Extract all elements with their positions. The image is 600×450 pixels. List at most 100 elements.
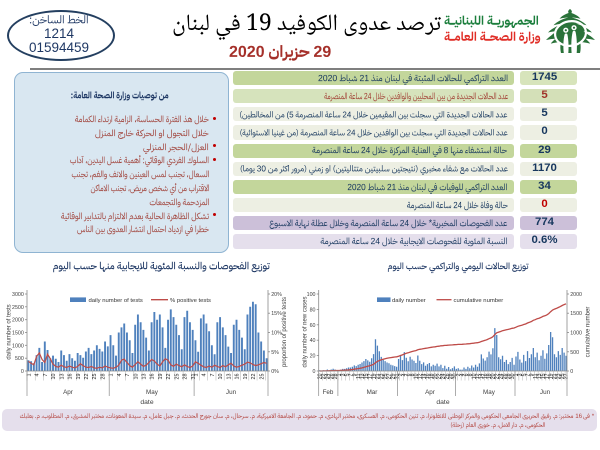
svg-text:3: 3: [341, 373, 347, 376]
svg-text:7: 7: [348, 373, 354, 376]
svg-text:5%: 5%: [271, 350, 279, 356]
svg-text:500: 500: [570, 350, 579, 356]
svg-text:proportion of positive tests: proportion of positive tests: [282, 297, 288, 367]
svg-text:22: 22: [494, 373, 500, 379]
svg-text:17: 17: [367, 373, 373, 379]
svg-text:16: 16: [235, 374, 241, 380]
svg-text:Jun: Jun: [540, 389, 551, 396]
svg-text:11: 11: [533, 373, 539, 378]
svg-text:26: 26: [502, 373, 508, 379]
svg-text:22: 22: [321, 373, 327, 379]
svg-text:19: 19: [76, 374, 82, 380]
svg-text:13: 13: [142, 374, 148, 380]
svg-text:16: 16: [68, 374, 74, 380]
svg-text:5: 5: [344, 373, 350, 376]
svg-text:80: 80: [310, 307, 316, 313]
svg-text:8: 8: [410, 373, 416, 376]
svg-text:40: 40: [310, 338, 316, 344]
svg-text:13: 13: [226, 374, 232, 380]
svg-text:19: 19: [371, 373, 377, 379]
svg-text:28: 28: [506, 373, 512, 379]
svg-text:daily number of tests: daily number of tests: [7, 304, 13, 359]
svg-text:8: 8: [468, 373, 474, 376]
svg-text:16: 16: [483, 373, 489, 379]
svg-text:13: 13: [360, 373, 366, 379]
svg-text:2500: 2500: [12, 305, 24, 311]
svg-text:18: 18: [487, 373, 493, 379]
svg-text:6: 6: [406, 373, 412, 376]
svg-text:10: 10: [471, 373, 477, 379]
svg-text:13: 13: [59, 374, 65, 380]
svg-text:7: 7: [525, 373, 531, 376]
svg-text:100: 100: [307, 292, 316, 298]
svg-text:2: 2: [456, 373, 462, 376]
svg-text:2000: 2000: [570, 292, 582, 298]
svg-text:25: 25: [383, 373, 389, 379]
svg-text:0%: 0%: [271, 369, 279, 375]
svg-text:25: 25: [92, 374, 98, 380]
svg-text:30: 30: [510, 373, 516, 379]
svg-text:Apr: Apr: [63, 389, 73, 396]
svg-text:Feb: Feb: [323, 389, 334, 396]
svg-text:28: 28: [100, 374, 106, 380]
svg-text:15: 15: [364, 373, 370, 379]
svg-text:daily number of tests: daily number of tests: [89, 298, 143, 304]
svg-text:500: 500: [15, 356, 24, 362]
svg-text:7: 7: [210, 374, 216, 377]
svg-text:16: 16: [150, 374, 156, 380]
svg-text:0: 0: [21, 369, 24, 375]
svg-text:27: 27: [387, 373, 393, 379]
svg-text:22: 22: [84, 374, 90, 380]
svg-text:10: 10: [51, 374, 57, 380]
svg-text:28: 28: [183, 374, 189, 380]
svg-text:20: 20: [433, 373, 439, 379]
svg-text:4: 4: [402, 373, 408, 376]
svg-text:20%: 20%: [271, 292, 282, 298]
svg-text:26: 26: [444, 373, 450, 379]
svg-text:12: 12: [475, 373, 481, 379]
svg-text:19: 19: [548, 373, 554, 379]
svg-text:60: 60: [310, 323, 316, 329]
svg-text:12: 12: [418, 373, 424, 379]
svg-text:10: 10: [414, 373, 420, 379]
svg-text:24: 24: [325, 373, 331, 379]
svg-text:19: 19: [158, 374, 164, 380]
svg-text:28: 28: [333, 373, 339, 379]
svg-text:16: 16: [425, 373, 431, 379]
svg-text:4: 4: [460, 373, 466, 376]
svg-text:21: 21: [375, 373, 381, 379]
svg-text:22: 22: [251, 374, 257, 380]
svg-text:1: 1: [337, 373, 343, 376]
svg-text:0: 0: [313, 369, 316, 375]
svg-text:daily number of new cases: daily number of new cases: [303, 296, 309, 367]
svg-text:Jun: Jun: [226, 389, 237, 396]
svg-text:3000: 3000: [12, 292, 24, 298]
svg-text:22: 22: [437, 373, 443, 379]
svg-text:19: 19: [243, 374, 249, 380]
svg-text:24: 24: [498, 373, 504, 379]
svg-text:date: date: [436, 399, 449, 406]
svg-text:25: 25: [560, 373, 566, 379]
svg-text:24: 24: [441, 373, 447, 379]
svg-text:1500: 1500: [12, 331, 24, 337]
svg-text:May: May: [483, 389, 496, 396]
svg-text:25: 25: [259, 374, 265, 380]
svg-text:25: 25: [174, 374, 180, 380]
svg-text:7: 7: [43, 374, 49, 377]
svg-text:Apr: Apr: [425, 389, 435, 396]
svg-text:1: 1: [514, 373, 520, 376]
svg-text:13: 13: [537, 373, 543, 379]
svg-text:10: 10: [133, 374, 139, 380]
svg-text:10%: 10%: [271, 331, 282, 337]
svg-text:20: 20: [491, 373, 497, 379]
svg-text:29: 29: [391, 373, 397, 379]
svg-text:1500: 1500: [570, 311, 582, 317]
svg-text:1000: 1000: [570, 331, 582, 337]
svg-text:0: 0: [570, 369, 573, 375]
svg-text:7: 7: [125, 374, 131, 377]
svg-text:cumulative number: cumulative number: [586, 307, 592, 358]
svg-text:% positive tests: % positive tests: [170, 298, 211, 304]
svg-text:3: 3: [518, 373, 524, 376]
svg-text:4: 4: [202, 374, 208, 377]
svg-text:Mar: Mar: [367, 389, 378, 396]
